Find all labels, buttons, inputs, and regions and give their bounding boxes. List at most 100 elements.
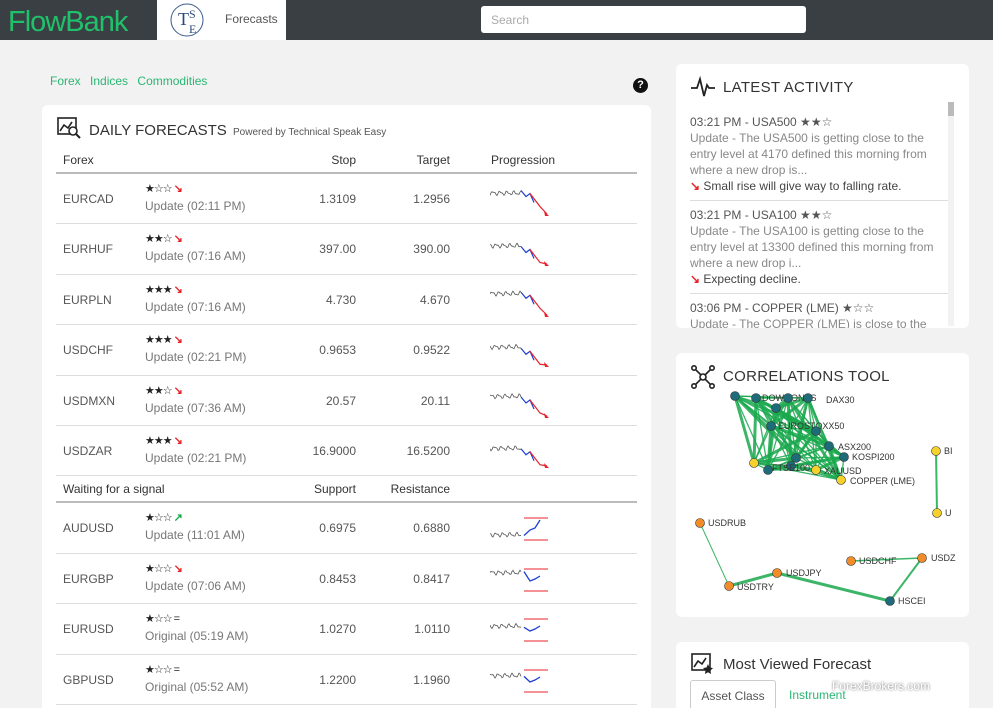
correlation-graph[interactable]: DOW JONES DAX30EUROSTOXX50ASX200KOSPI200F…	[676, 353, 969, 617]
table-row[interactable]: USDZAR ★★★ ↘ Update (02:21 PM) 16.9000 16.52…	[56, 426, 637, 477]
value-2: 4.670	[419, 292, 450, 307]
table-row[interactable]: EURHUF ★★☆ ↘ Update (07:16 AM) 397.00 390.00	[56, 224, 637, 275]
correlation-node[interactable]	[786, 461, 796, 471]
progression-sparkline	[490, 343, 549, 368]
progression-sparkline	[490, 445, 549, 468]
activity-list[interactable]: 03:21 PM - USA500 ★★☆ Update - The USA50…	[690, 108, 950, 328]
instrument-symbol[interactable]: USDMXN	[63, 393, 116, 408]
correlation-node[interactable]	[846, 556, 856, 566]
table-row[interactable]: GBPUSD ★☆☆ = Original (05:52 AM) 1.2200 1.19…	[56, 655, 637, 705]
correlation-edge	[889, 557, 923, 602]
direction-icon: ↘	[173, 334, 183, 347]
table-row[interactable]: EURGBP ★☆☆ ↘ Update (07:06 AM) 0.8453 0.8417	[56, 554, 637, 605]
instrument-symbol[interactable]: AUDUSD	[63, 521, 114, 536]
correlation-edge	[935, 450, 938, 514]
correlation-node[interactable]	[695, 518, 705, 528]
svg-text:E: E	[189, 22, 196, 36]
correlation-node[interactable]	[730, 391, 740, 401]
direction-icon: ↘	[173, 562, 183, 575]
svg-text:T: T	[178, 9, 189, 29]
activity-title: LATEST ACTIVITY	[723, 79, 854, 96]
chart-search-icon	[57, 117, 81, 139]
value-2: 1.1960	[413, 672, 450, 687]
correlation-edge	[752, 397, 758, 464]
help-icon[interactable]: ?	[633, 78, 648, 93]
update-status: Update (07:16 AM)	[145, 299, 246, 314]
table-row[interactable]: USDMXN ★★☆ ↘ Update (07:36 AM) 20.57 20.11	[56, 376, 637, 426]
correlation-node[interactable]	[749, 458, 759, 468]
rating-stars-text: ★☆☆	[145, 613, 173, 626]
flowbank-logo[interactable]: FlowBank	[8, 6, 128, 38]
chart-star-icon	[691, 653, 713, 674]
rating-stars-text: ★★☆	[145, 233, 173, 246]
correlation-node[interactable]	[751, 393, 761, 403]
direction-icon: =	[173, 663, 181, 676]
direction-icon: ↘	[173, 384, 183, 397]
col-support: Support	[313, 482, 356, 497]
correlation-node[interactable]	[766, 421, 776, 431]
correlation-edge	[767, 397, 789, 471]
activity-time: 03:21 PM - USA100 ★★☆	[690, 208, 833, 222]
value-2: 0.8417	[413, 571, 450, 586]
instrument-symbol[interactable]: USDZAR	[63, 443, 113, 458]
correlation-node[interactable]	[783, 393, 793, 403]
activity-item[interactable]: 03:21 PM - USA100 ★★☆ Update - The USA10…	[690, 201, 950, 294]
search-input[interactable]	[481, 6, 806, 33]
correlation-node[interactable]	[885, 596, 895, 606]
instrument-symbol[interactable]: GBPUSD	[63, 672, 114, 687]
correlation-node[interactable]	[839, 452, 849, 462]
rating-stars-text: ★☆☆	[145, 512, 173, 525]
table-row[interactable]: EURUSD ★☆☆ = Original (05:19 AM) 1.0270 1.01…	[56, 604, 637, 655]
table-row[interactable]: USDCHF ★★★ ↘ Update (02:21 PM) 0.9653 0.9522	[56, 325, 637, 376]
forecasts-table: Forex Stop Target Progression EURCAD ★☆☆ …	[56, 147, 637, 705]
tab-forecasts-label: Forecasts	[225, 12, 278, 26]
table-row[interactable]: AUDUSD ★☆☆ ↗ Update (11:01 AM) 0.6975 0.6880	[56, 503, 637, 554]
correlation-label: COPPER (LME)	[850, 476, 915, 486]
rating-stars: ★★☆ ↘	[145, 232, 183, 246]
tse-logo-icon: T S E	[170, 3, 204, 37]
correlation-edge	[770, 396, 809, 428]
correlation-node[interactable]	[917, 553, 927, 563]
instrument-symbol[interactable]: EURHUF	[63, 242, 113, 257]
tab-asset-class[interactable]: Asset Class	[690, 680, 776, 708]
nav-forex-link[interactable]: Forex	[50, 74, 81, 88]
correlation-node[interactable]	[791, 453, 801, 463]
correlation-node[interactable]	[803, 393, 813, 403]
activity-summary-line: ↘ Expecting decline.	[690, 271, 950, 287]
activity-item[interactable]: 03:06 PM - COPPER (LME) ★☆☆ Update - The…	[690, 294, 950, 328]
correlation-node[interactable]	[824, 441, 834, 451]
activity-desc: Update - The USA100 is getting close to …	[690, 224, 934, 270]
tab-instrument[interactable]: Instrument	[789, 688, 846, 702]
instrument-symbol[interactable]: EURUSD	[63, 622, 114, 637]
correlation-label: USDCHF	[859, 556, 897, 566]
instrument-symbol[interactable]: EURCAD	[63, 192, 114, 206]
correlation-label: XAUUSD	[824, 466, 862, 476]
update-status: Update (07:06 AM)	[145, 578, 246, 593]
value-2: 0.6880	[413, 521, 450, 536]
rating-stars: ★★★ ↘	[145, 333, 183, 347]
instrument-symbol[interactable]: EURGBP	[63, 571, 114, 586]
nav-indices-link[interactable]: Indices	[90, 74, 129, 88]
correlation-label: ASX200	[838, 442, 871, 452]
correlation-node[interactable]	[772, 568, 782, 578]
value-2: 1.0110	[414, 622, 450, 637]
scrollbar-thumb[interactable]	[948, 102, 954, 116]
table-row[interactable]: EURPLN ★★★ ↘ Update (07:16 AM) 4.730 4.670	[56, 275, 637, 326]
correlation-node[interactable]	[771, 403, 781, 413]
tab-forecasts[interactable]: T S E Forecasts	[157, 0, 286, 40]
correlation-node[interactable]	[836, 475, 846, 485]
correlation-node[interactable]	[724, 581, 734, 591]
activity-summary: Expecting decline.	[703, 272, 801, 286]
instrument-symbol[interactable]: EURPLN	[63, 292, 112, 307]
correlation-node[interactable]	[932, 508, 942, 518]
correlation-node[interactable]	[931, 446, 941, 456]
correlation-node[interactable]	[763, 465, 773, 475]
correlation-node[interactable]	[811, 426, 821, 436]
instrument-symbol[interactable]: USDCHF	[63, 343, 113, 358]
nav-commodities-link[interactable]: Commodities	[137, 74, 208, 88]
activity-scrollbar[interactable]	[948, 102, 954, 326]
table-row[interactable]: EURCAD ★☆☆ ↘ Update (02:11 PM) 1.3109 1.2956	[56, 174, 637, 225]
correlation-node[interactable]	[811, 465, 821, 475]
activity-item[interactable]: 03:21 PM - USA500 ★★☆ Update - The USA50…	[690, 108, 950, 201]
correlation-edge	[699, 522, 730, 587]
